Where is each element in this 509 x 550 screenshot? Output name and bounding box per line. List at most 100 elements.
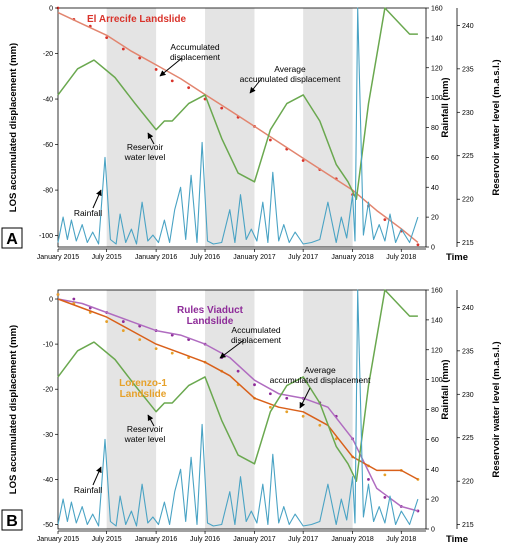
x-tick-label: July 2015 [92, 536, 122, 543]
x-tick-label: January 2015 [37, 254, 80, 261]
annotation-label-line2: water level [124, 152, 166, 162]
panel-letter: B [6, 513, 18, 530]
annotation-arrow [147, 414, 155, 427]
x-tick-label: January 2018 [331, 254, 374, 261]
shaded-period [205, 8, 255, 247]
shaded-period [303, 8, 353, 247]
annotation-label-line2: accumulated displacement [240, 74, 341, 84]
data-point [121, 320, 125, 323]
annotation-arrow [147, 132, 155, 145]
y-rain-tick-label: 40 [431, 467, 439, 474]
data-point [121, 47, 125, 51]
series-res-line [57, 7, 418, 200]
annotation-label: Reservoir [127, 142, 164, 152]
x-tick-label: July 2018 [386, 254, 416, 261]
chart-subtitle: Lorenzo-1 [119, 378, 167, 389]
y-res-tick-label: 240 [462, 23, 474, 30]
panel-b: -50 -40 -30 -20 -10 0 0 20 40 60 80 100 120 140 160 215… [1, 288, 502, 545]
annotation-arrow [249, 77, 263, 94]
series-res-line [57, 289, 418, 482]
annotation-label: Accumulated [231, 325, 280, 335]
y-left-tick-label: -20 [43, 51, 53, 58]
x-tick-label: July 2017 [288, 536, 318, 543]
y-res-tick-label: 240 [462, 305, 474, 312]
annotation-label: Average [274, 64, 306, 74]
y-res-tick-label: 225 [462, 153, 474, 160]
series-avg-line [57, 11, 419, 243]
panel-letter: A [6, 231, 18, 248]
annotation-arrow [299, 387, 311, 409]
x-tick-label: January 2016 [135, 254, 178, 261]
y-res-tick-label: 230 [462, 392, 474, 399]
y-res-tick-label: 235 [462, 66, 474, 73]
chart-title-line2: Landslide [187, 316, 234, 327]
data-point [383, 473, 387, 477]
y-rain-tick-label: 40 [431, 185, 439, 192]
annotation-label: Reservoir [127, 424, 164, 434]
panel-letter-box [1, 227, 23, 249]
y-res-axis-title: Reservoir water level (m.a.s.l.) [491, 59, 502, 195]
x-axis-title: Time [446, 252, 468, 263]
y-res-axis-title: Reservoir water level (m.a.s.l.) [491, 341, 502, 477]
y-left-tick-label: 0 [49, 297, 53, 304]
y-res-tick-label: 235 [462, 348, 474, 355]
y-left-tick-label: -20 [43, 387, 53, 394]
data-point [138, 56, 142, 60]
chart-title: El Arrecife Landslide [87, 14, 187, 25]
data-point [105, 36, 109, 39]
series-rain-line [57, 289, 419, 527]
x-tick-label: July 2017 [288, 254, 318, 261]
y-rain-tick-label: 120 [431, 65, 443, 72]
data-point [301, 414, 305, 418]
y-left-tick-label: -100 [39, 233, 53, 240]
annotation-label: Average [304, 365, 336, 375]
data-point [154, 347, 158, 351]
x-tick-label: July 2015 [92, 254, 122, 261]
data-point [285, 396, 289, 400]
y-left-tick-label: -40 [43, 97, 53, 104]
y-left-axis-title: LOS accumulated displacement (mm) [8, 325, 19, 494]
annotation-arrow [219, 339, 245, 359]
panel-letter-box [1, 509, 23, 531]
x-tick-label: January 2017 [233, 254, 276, 261]
chart-title: Rules Viaduct [177, 305, 244, 316]
annotation-label-line2: accumulated displacement [270, 375, 371, 385]
data-point [170, 79, 174, 83]
y-rain-axis-title: Rainfall (mm) [440, 77, 451, 137]
data-point [72, 297, 76, 301]
series-lor_avg-line [57, 298, 419, 481]
x-tick-label: January 2016 [135, 536, 178, 543]
shaded-period [303, 290, 353, 529]
y-res-tick-label: 220 [462, 197, 474, 204]
y-res-tick-label: 215 [462, 522, 474, 529]
data-point [383, 218, 387, 222]
data-point [138, 338, 142, 342]
x-axis-title: Time [446, 534, 468, 545]
annotation-label-line2: displacement [231, 335, 282, 345]
annotation-arrow [92, 466, 102, 486]
data-point [121, 329, 125, 332]
y-left-tick-label: -30 [43, 432, 53, 439]
data-point [334, 437, 338, 441]
y-rain-tick-label: 20 [431, 497, 439, 504]
data-point [268, 405, 272, 409]
x-tick-label: January 2017 [233, 536, 276, 543]
annotation-label-line2: displacement [170, 52, 221, 62]
x-tick-label: January 2018 [331, 536, 374, 543]
shaded-period [106, 290, 157, 529]
y-rain-tick-label: 100 [431, 95, 443, 102]
y-res-tick-label: 230 [462, 110, 474, 117]
data-point [236, 369, 240, 373]
data-point [170, 351, 174, 355]
y-rain-tick-label: 120 [431, 347, 443, 354]
data-point [301, 159, 305, 162]
y-res-tick-label: 215 [462, 240, 474, 247]
annotation-label: Rainfall [74, 208, 102, 218]
y-rain-tick-label: 60 [431, 437, 439, 444]
y-rain-tick-label: 80 [431, 407, 439, 414]
y-rain-tick-label: 140 [431, 317, 443, 324]
panel-a: -100 -80 -60 -40 -20 0 0 20 40 60 80 100 120 140 160 21… [1, 6, 502, 263]
y-rain-tick-label: 60 [431, 155, 439, 162]
data-point [154, 68, 158, 71]
